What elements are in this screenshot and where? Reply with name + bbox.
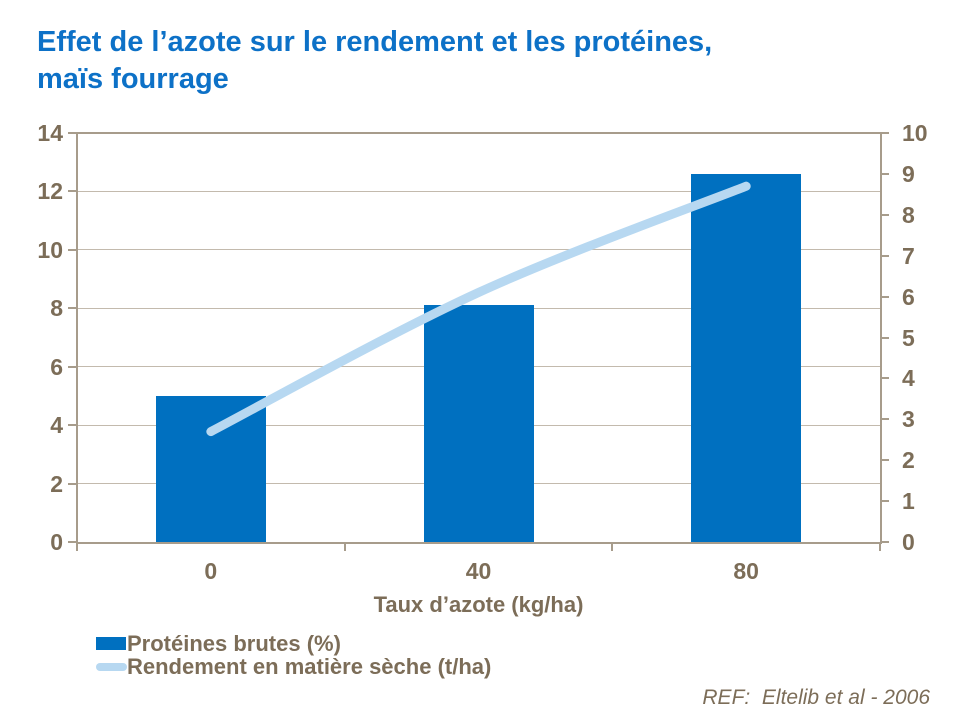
y-axis-label-right: 9 bbox=[902, 160, 915, 187]
right-axis-tick bbox=[880, 213, 889, 216]
x-axis-tick bbox=[879, 542, 881, 551]
x-axis-label: 0 bbox=[204, 558, 218, 584]
y-axis-label-left: 6 bbox=[50, 353, 63, 380]
y-axis-label-right: 5 bbox=[902, 324, 915, 351]
right-axis-tick bbox=[880, 459, 889, 462]
y-axis-label-right: 3 bbox=[902, 406, 915, 433]
left-axis-tick bbox=[68, 541, 77, 543]
x-axis-label: 80 bbox=[733, 558, 759, 584]
left-axis-tick bbox=[68, 248, 77, 251]
y-axis-label-right: 1 bbox=[902, 488, 915, 515]
right-axis-tick bbox=[880, 377, 889, 380]
x-axis-tick bbox=[611, 542, 614, 551]
legend-item-proteines: Protéines brutes (%) bbox=[96, 632, 491, 655]
legend: Protéines brutes (%) Rendement en matièr… bbox=[96, 632, 491, 678]
bar-series-swatch bbox=[96, 637, 126, 650]
left-axis-tick bbox=[68, 482, 77, 485]
y-axis-label-right: 8 bbox=[902, 201, 915, 228]
y-axis-label-left: 10 bbox=[37, 236, 63, 263]
y-axis-label-left: 0 bbox=[50, 529, 63, 555]
right-axis-tick bbox=[880, 336, 889, 339]
reference-text: REF: Eltelib et al - 2006 bbox=[702, 686, 930, 709]
left-axis-tick bbox=[68, 190, 77, 193]
x-axis-label: 40 bbox=[465, 558, 492, 584]
y-axis-label-left: 8 bbox=[50, 295, 63, 322]
x-axis-tick bbox=[343, 542, 346, 551]
right-axis-tick bbox=[880, 254, 889, 257]
legend-label-rendement: Rendement en matière sèche (t/ha) bbox=[127, 654, 492, 679]
left-axis-tick bbox=[68, 424, 77, 427]
line-series-swatch bbox=[96, 662, 127, 671]
right-axis-tick bbox=[880, 541, 889, 543]
bar-proteines bbox=[691, 173, 802, 542]
y-axis-label-left: 4 bbox=[50, 412, 63, 439]
chart-title: Effet de l’azote sur le rendement et les… bbox=[37, 24, 897, 98]
legend-item-rendement: Rendement en matière sèche (t/ha) bbox=[96, 655, 491, 678]
right-axis-tick bbox=[880, 500, 889, 503]
chart-title-line1: Effet de l’azote sur le rendement et les… bbox=[37, 26, 713, 58]
left-axis-tick bbox=[68, 307, 77, 310]
x-axis-title: Taux d’azote (kg/ha) bbox=[373, 592, 584, 617]
bar-proteines bbox=[423, 305, 534, 542]
y-axis-label-right: 4 bbox=[902, 365, 915, 392]
x-axis-tick bbox=[76, 542, 78, 551]
y-axis-label-left: 14 bbox=[37, 120, 63, 146]
legend-label-proteines: Protéines brutes (%) bbox=[127, 631, 341, 656]
bar-proteines bbox=[155, 395, 266, 542]
right-axis-tick bbox=[880, 172, 889, 175]
right-axis-tick bbox=[880, 132, 889, 134]
left-axis-tick bbox=[68, 132, 77, 134]
y-axis-label-right: 6 bbox=[902, 283, 915, 310]
y-axis-label-right: 2 bbox=[902, 447, 915, 474]
y-axis-label-right: 0 bbox=[902, 529, 915, 555]
right-axis-tick bbox=[880, 418, 889, 421]
y-axis-label-left: 12 bbox=[37, 178, 63, 205]
chart-title-line2: maïs fourrage bbox=[37, 63, 229, 95]
right-axis-tick bbox=[880, 295, 889, 298]
y-axis-label-left: 2 bbox=[50, 470, 63, 497]
y-axis-label-right: 10 bbox=[902, 120, 928, 146]
left-axis-tick bbox=[68, 365, 77, 368]
y-axis-label-right: 7 bbox=[902, 242, 915, 269]
